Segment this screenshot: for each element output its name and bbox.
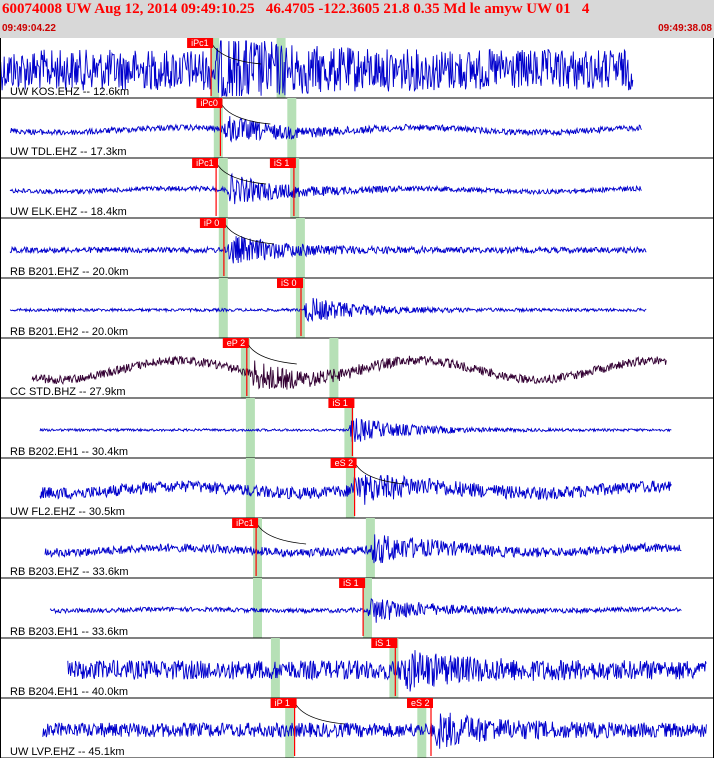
- station-label: UW TDL.EHZ -- 17.3km: [10, 146, 127, 158]
- window-band: [240, 338, 250, 398]
- window-band: [245, 458, 255, 518]
- window-band: [329, 338, 339, 398]
- trace-panel[interactable]: iS 0 RB B201.EH2 -- 20.0km: [0, 278, 714, 339]
- pick-label: iPc1: [236, 518, 254, 528]
- window-band: [210, 38, 220, 98]
- pick-box: [192, 158, 219, 168]
- event-header: 60074008 UW Aug 12, 2014 09:49:10.25 46.…: [0, 0, 714, 38]
- start-time-label: 09:49:04.22: [2, 23, 56, 34]
- waveform-trace: [9, 236, 647, 264]
- end-time-label: 09:49:38.08: [658, 23, 712, 34]
- phase-pick[interactable]: iP 1: [270, 698, 297, 756]
- pick-box: [199, 218, 226, 228]
- phase-pick[interactable]: iPc1: [187, 38, 214, 96]
- window-band: [287, 98, 297, 158]
- pick-box: [196, 98, 223, 108]
- phase-pick[interactable]: iP 0: [199, 218, 226, 276]
- pick-label: iS 0: [281, 278, 297, 288]
- window-band: [276, 38, 286, 98]
- waveform-trace: [9, 297, 647, 323]
- trace-panel[interactable]: iS 1 RB B203.EH1 -- 33.6km: [0, 578, 714, 639]
- waveform-trace: [67, 650, 707, 692]
- trace-panel[interactable]: iPc1 UW KOS.EHZ -- 12.6km: [0, 38, 714, 99]
- pick-label: iS 1: [274, 158, 290, 168]
- pick-box: [407, 698, 433, 708]
- window-band: [253, 518, 262, 578]
- trace-panel[interactable]: iP 0 RB B201.EHZ -- 20.0km: [0, 218, 714, 279]
- pick-label: iS 1: [343, 578, 359, 588]
- phase-pick[interactable]: eS 2: [407, 698, 433, 756]
- window-band: [290, 158, 300, 218]
- pick-label: iP 0: [204, 218, 219, 228]
- station-label: RB B201.EHZ -- 20.0km: [10, 266, 129, 278]
- waveform-trace: [44, 534, 682, 564]
- phase-pick[interactable]: iS 1: [328, 398, 355, 456]
- station-label: RB B203.EHZ -- 33.6km: [10, 566, 129, 578]
- moveout-curve: [294, 701, 345, 725]
- station-label: UW KOS.EHZ -- 12.6km: [10, 86, 129, 98]
- trace-panel[interactable]: eP 2 CC STD.BHZ -- 27.9km: [0, 338, 714, 399]
- window-band: [365, 518, 375, 578]
- trace-panel[interactable]: iPc0 UW TDL.EHZ -- 17.3km: [0, 98, 714, 159]
- event-title: 60074008 UW Aug 12, 2014 09:49:10.25 46.…: [2, 1, 590, 17]
- phase-pick[interactable]: eS 2: [330, 458, 357, 516]
- pick-label: iPc1: [191, 38, 209, 48]
- pick-box: [222, 338, 249, 348]
- station-label: UW LVP.EHZ -- 45.1km: [10, 746, 125, 758]
- pick-box: [277, 278, 303, 288]
- pick-label: eP 2: [227, 338, 245, 348]
- window-band: [245, 398, 255, 458]
- trace-panel[interactable]: iP 1 eS 2 UW LVP.EHZ -- 45.1km: [0, 698, 714, 758]
- moveout-curve: [255, 521, 307, 545]
- waveform-trace: [31, 355, 667, 390]
- phase-pick[interactable]: iPc1: [232, 518, 259, 576]
- waveform-trace: [39, 474, 672, 505]
- pick-box: [270, 698, 297, 708]
- moveout-curve: [223, 221, 274, 245]
- station-label: RB B203.EH1 -- 33.6km: [10, 626, 128, 638]
- pick-box: [330, 458, 357, 468]
- waveform-trace: [0, 40, 634, 97]
- window-band: [253, 578, 262, 638]
- pick-box: [339, 578, 366, 588]
- phase-pick[interactable]: eP 2: [222, 338, 249, 396]
- waveform-trace: [39, 418, 672, 443]
- trace-panel[interactable]: iPc1 RB B203.EHZ -- 33.6km: [0, 518, 714, 579]
- pick-label: iS 1: [375, 638, 391, 648]
- pick-label: eS 2: [411, 698, 430, 708]
- phase-pick[interactable]: iS 0: [277, 278, 303, 336]
- window-band: [218, 278, 228, 338]
- pick-label: iP 1: [275, 698, 290, 708]
- window-band: [363, 578, 372, 638]
- pick-label: iPc1: [196, 158, 214, 168]
- phase-pick[interactable]: iPc1: [192, 158, 219, 216]
- station-label: RB B204.EH1 -- 40.0km: [10, 686, 128, 698]
- pick-box: [328, 398, 355, 408]
- pick-label: iS 1: [332, 398, 348, 408]
- pick-label: eS 2: [335, 458, 354, 468]
- pick-box: [232, 518, 259, 528]
- phase-pick[interactable]: iS 1: [339, 578, 366, 636]
- trace-panel[interactable]: iS 1 RB B204.EH1 -- 40.0km: [0, 638, 714, 699]
- pick-box: [269, 158, 296, 168]
- waveform-trace: [49, 598, 682, 623]
- station-label: CC STD.BHZ -- 27.9km: [10, 386, 126, 398]
- pick-label: iPc0: [200, 98, 218, 108]
- station-label: UW FL2.EHZ -- 30.5km: [10, 506, 125, 518]
- phase-pick[interactable]: iS 1: [371, 638, 398, 696]
- pick-box: [371, 638, 398, 648]
- pick-box: [187, 38, 214, 48]
- phase-pick[interactable]: iPc0: [196, 98, 223, 156]
- station-label: RB B201.EH2 -- 20.0km: [10, 326, 128, 338]
- trace-panel[interactable]: iPc1 iS 1 UW ELK.EHZ -- 18.4km: [0, 158, 714, 219]
- phase-pick[interactable]: iS 1: [269, 158, 296, 216]
- station-label: UW ELK.EHZ -- 18.4km: [10, 206, 127, 218]
- waveform-trace: [9, 172, 642, 205]
- station-label: RB B202.EH1 -- 30.4km: [10, 446, 128, 458]
- waveform-trace: [42, 712, 707, 749]
- waveform-trace: [10, 116, 642, 143]
- trace-panel[interactable]: eS 2 UW FL2.EHZ -- 30.5km: [0, 458, 714, 519]
- trace-panel[interactable]: iS 1 RB B202.EH1 -- 30.4km: [0, 398, 714, 459]
